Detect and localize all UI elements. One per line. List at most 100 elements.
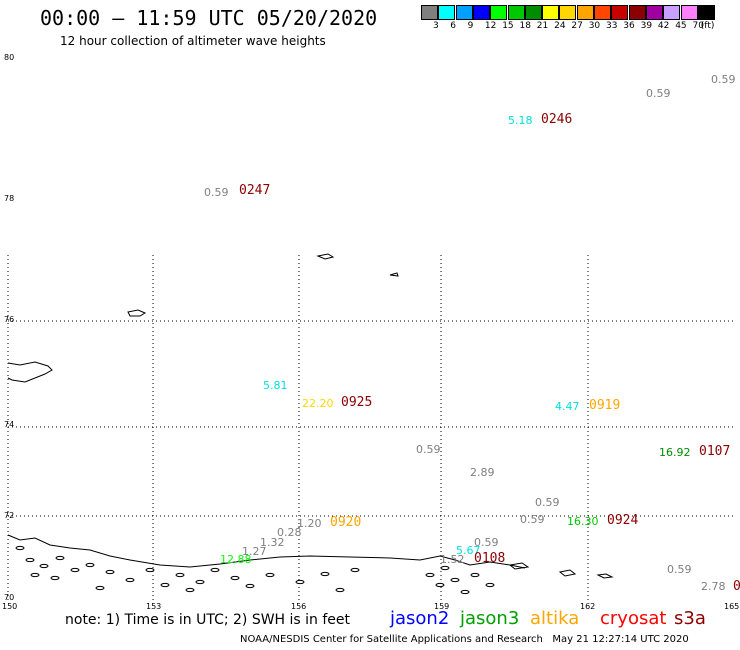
- longitude-label: 165: [724, 602, 740, 611]
- scale-label: 33: [606, 21, 618, 31]
- islet: [50, 575, 60, 581]
- islet: [160, 582, 170, 588]
- scale-label: 24: [554, 21, 566, 31]
- longitude-label: 153: [146, 602, 162, 611]
- wave-height-value: 0.59: [416, 443, 441, 456]
- scale-swatch: [645, 5, 663, 20]
- scale-label: 30: [588, 21, 601, 31]
- longitude-label: 162: [580, 602, 596, 611]
- scale-swatch: [594, 5, 611, 20]
- scale-swatch: [455, 5, 473, 20]
- islet: [25, 557, 35, 563]
- scale-swatch: [421, 5, 438, 20]
- left-island-coastline: [7, 361, 53, 383]
- longitude-label: 156: [291, 602, 307, 611]
- wave-height-value: 0.59: [711, 73, 736, 86]
- scale-swatch: [576, 5, 594, 20]
- scale-swatch: [559, 5, 577, 20]
- wave-height-value: 5.81: [263, 379, 288, 392]
- pass-time-label: 0247: [239, 183, 271, 198]
- wave-height-value: 22.20: [302, 397, 334, 410]
- islet: [125, 577, 135, 583]
- wave-height-value: 12.88: [220, 553, 252, 566]
- latitude-label: 80: [4, 53, 15, 62]
- wave-height-value: 5.67: [456, 544, 481, 557]
- scale-swatch: [663, 5, 681, 20]
- pass-time-label: 0107: [699, 444, 731, 459]
- pass-time-label: 0920: [330, 515, 362, 530]
- small-island-1: [127, 309, 147, 317]
- scale-label: 15: [502, 21, 514, 31]
- scale-label: 3: [433, 21, 439, 31]
- islet: [265, 572, 275, 578]
- wave-height-value: 2.89: [470, 466, 495, 479]
- scale-swatch: [507, 5, 525, 20]
- wave-height-value: 16.30: [567, 515, 599, 528]
- latitude-label: 70: [4, 593, 15, 602]
- islet: [245, 583, 255, 589]
- scale-swatch: [680, 5, 698, 20]
- scale-label: 27: [571, 21, 583, 31]
- pass-time-label: 0925: [341, 395, 373, 410]
- scale-swatch: [628, 5, 646, 20]
- wave-height-value: 5.18: [508, 114, 533, 127]
- small-island-5: [558, 569, 577, 577]
- wave-height-value: 4.47: [555, 400, 580, 413]
- footer-credit-line: NOAA/NESDIS Center for Satellite Applica…: [240, 634, 689, 645]
- small-island-2: [316, 253, 335, 260]
- islet: [335, 587, 345, 593]
- satellite-name-altika: altika: [530, 608, 580, 629]
- scale-label: 70: [692, 21, 704, 31]
- islet: [485, 582, 495, 588]
- small-island-6: [508, 562, 530, 570]
- pass-time-label: 0246: [541, 112, 573, 127]
- generated-timestamp: May 21 12:27:14 UTC 2020: [552, 634, 689, 645]
- islet: [15, 545, 25, 551]
- satellite-name-jason3: jason3: [460, 608, 520, 629]
- wave-height-value: 2.78: [701, 580, 726, 593]
- wave-height-value: 1.52: [440, 553, 465, 566]
- islet: [350, 567, 360, 573]
- scale-swatch: [524, 5, 542, 20]
- scale-unit-label: (ft): [700, 21, 715, 31]
- map-title: 00:00 – 11:59 UTC 05/20/2020: [40, 6, 378, 30]
- scale-label: 18: [519, 21, 531, 31]
- satellite-name-jason2: jason2: [390, 608, 450, 629]
- wave-height-value: 0.59: [535, 496, 560, 509]
- pass-time-label: 0924: [607, 513, 639, 528]
- islet: [460, 589, 470, 595]
- latitude-label: 78: [4, 194, 15, 203]
- longitude-label: 159: [434, 602, 450, 611]
- islet: [39, 563, 49, 569]
- mainland-coastline: [7, 534, 526, 569]
- wave-height-value: 1.32: [260, 536, 285, 549]
- pass-time-label: 0: [733, 579, 740, 594]
- islet: [85, 562, 95, 568]
- scale-swatch: [438, 5, 456, 20]
- islet: [185, 587, 195, 593]
- wave-height-value: 0.59: [520, 513, 545, 526]
- small-island-4: [596, 573, 614, 579]
- islet: [435, 582, 445, 588]
- pass-time-label: 0108: [474, 551, 506, 566]
- wave-height-value: 0.59: [667, 563, 692, 576]
- islet: [105, 569, 115, 575]
- islet: [210, 567, 220, 573]
- small-island-3: [389, 272, 399, 277]
- islet: [230, 575, 240, 581]
- pass-time-label: 0919: [589, 398, 621, 413]
- scale-label: 21: [536, 21, 549, 31]
- latitude-label: 74: [4, 420, 15, 429]
- satellite-name-s3a: s3a: [674, 608, 706, 629]
- islet: [195, 579, 205, 585]
- coastal-islets: [15, 545, 495, 595]
- scale-label: 12: [484, 21, 497, 31]
- latitude-label: 76: [4, 315, 15, 324]
- coastline: [7, 253, 614, 579]
- credit-text: NOAA/NESDIS Center for Satellite Applica…: [240, 634, 543, 645]
- scale-swatch: [472, 5, 490, 20]
- scale-swatch: [611, 5, 629, 20]
- lat-lon-grid: [7, 255, 736, 600]
- scale-swatch: [542, 5, 560, 20]
